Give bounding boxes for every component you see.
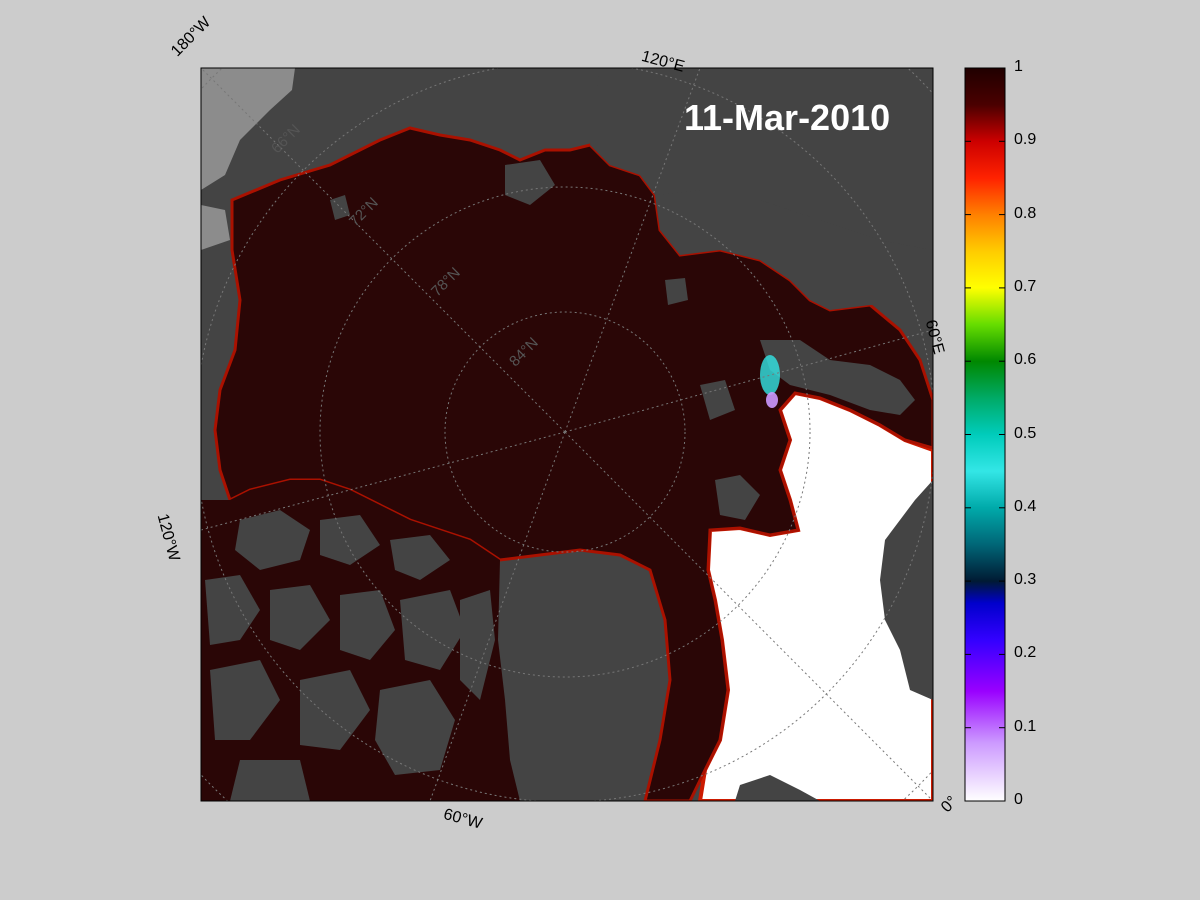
colorbar-tick-label: 1 [1014,58,1023,75]
colorbar-tick-label: 0.8 [1014,204,1037,222]
colorbar-tick-label: 0.1 [1014,717,1037,735]
colorbar-tick-label: 0.7 [1014,277,1037,295]
colorbar [964,67,1006,802]
colorbar-tick-label: 0 [1014,791,1023,808]
map-frame [200,67,934,802]
greenland-land [498,550,670,801]
ice-edge-highlight [760,355,780,395]
arctic-islands [330,68,933,520]
colorbar-tick-label: 0.9 [1014,131,1037,149]
colorbar-tick-lines [965,67,1005,802]
colorbar-tick-label: 0.6 [1014,351,1037,369]
colorbar-tick-label: 0.3 [1014,571,1037,589]
date-label: 11-Mar-2010 [684,97,891,138]
graticule [201,68,933,801]
map-content [201,68,933,801]
archipelago-islands [205,510,495,801]
land-light-patch-2 [201,205,230,250]
colorbar-tick-label: 0.4 [1014,497,1037,515]
ice-edge-highlight-2 [766,392,778,408]
land-light-patch [201,68,295,190]
scandinavia-land [880,480,933,700]
uk-land [735,775,820,801]
colorbar-tick-label: 0.2 [1014,644,1037,662]
colorbar-tick-label: 0.5 [1014,424,1037,442]
